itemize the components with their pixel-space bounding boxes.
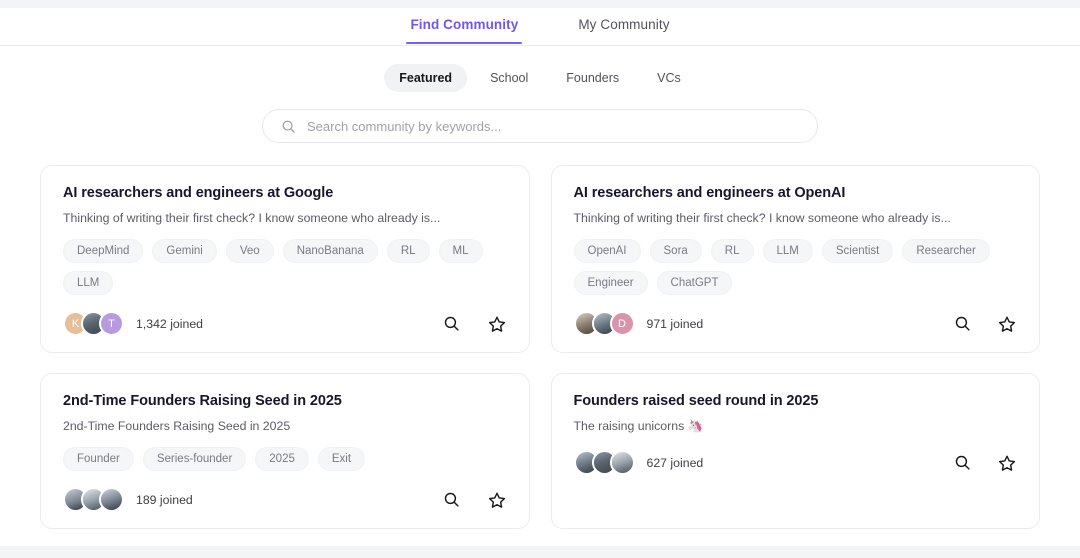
card-footer: 627 joined: [573, 450, 1018, 475]
community-card[interactable]: AI researchers and engineers at Google Th…: [40, 165, 530, 353]
card-footer: 189 joined: [63, 487, 507, 512]
avatar-photo: [593, 452, 615, 473]
card-tag[interactable]: RL: [710, 239, 754, 263]
card-tag[interactable]: Gemini: [152, 239, 217, 263]
card-tag[interactable]: ChatGPT: [656, 271, 733, 295]
card-tag[interactable]: Sora: [649, 239, 702, 263]
nav-tab-find-community[interactable]: Find Community: [406, 8, 523, 44]
avatar: D: [609, 311, 635, 336]
search-icon[interactable]: [952, 314, 972, 334]
card-tag[interactable]: Exit: [317, 447, 366, 471]
avatar-group: [63, 487, 124, 512]
card-footer: D 971 joined: [573, 311, 1018, 336]
avatar-photo: [575, 452, 597, 473]
avatar: [609, 450, 635, 475]
card-title: AI researchers and engineers at Google: [63, 185, 334, 201]
card-title: Founders raised seed round in 2025: [573, 393, 819, 409]
joined-count: 1,342 joined: [136, 316, 204, 331]
card-tag-list: OpenAI Sora RL LLM Scientist Researcher Engine…: [573, 239, 1018, 295]
community-page: Find Community My Community Featured Schoo…: [0, 8, 1080, 546]
card-tag[interactable]: Researcher: [902, 239, 990, 263]
card-tag-list: Founder Series-founder 2025 Exit: [63, 447, 507, 471]
card-tag[interactable]: LLM: [762, 239, 813, 263]
card-subtitle: 2nd-Time Founders Raising Seed in 2025: [63, 419, 291, 433]
community-card[interactable]: 2nd-Time Founders Raising Seed in 2025 2n…: [40, 373, 530, 529]
filter-pill-row: Featured School Founders VCs: [0, 64, 1080, 92]
card-tag[interactable]: DeepMind: [63, 239, 144, 263]
filter-pill-vcs[interactable]: VCs: [657, 71, 681, 85]
card-actions: [442, 314, 507, 334]
avatar-photo: [575, 313, 597, 334]
card-actions: [952, 453, 1017, 473]
card-tag-list: DeepMind Gemini Veo NanoBanana RL ML LLM: [63, 239, 507, 295]
avatar-photo: [593, 313, 615, 334]
star-icon[interactable]: [487, 314, 507, 334]
search-icon[interactable]: [442, 490, 462, 510]
avatar-photo: [611, 452, 633, 473]
search-icon[interactable]: [952, 453, 972, 473]
card-actions: [442, 490, 507, 510]
community-card[interactable]: Founders raised seed round in 2025 The ra…: [550, 373, 1040, 529]
card-title: 2nd-Time Founders Raising Seed in 2025: [63, 393, 342, 409]
filter-pill-school[interactable]: School: [490, 71, 529, 85]
community-card[interactable]: AI researchers and engineers at OpenAI Th…: [550, 165, 1040, 353]
community-card-grid: AI researchers and engineers at Google Th…: [40, 165, 1040, 529]
avatar: T: [99, 311, 124, 336]
filter-pill-featured[interactable]: Featured: [384, 64, 468, 92]
card-tag[interactable]: 2025: [255, 447, 309, 471]
main-nav: Find Community My Community: [0, 8, 1080, 46]
avatar-photo: [83, 313, 104, 334]
card-tag[interactable]: ML: [438, 239, 483, 263]
search-icon[interactable]: [442, 314, 462, 334]
joined-count: 189 joined: [136, 492, 193, 507]
avatar-photo: [65, 489, 86, 510]
star-icon[interactable]: [997, 453, 1017, 473]
card-tag[interactable]: Engineer: [573, 271, 648, 295]
search-icon: [281, 119, 296, 134]
card-tag[interactable]: Founder: [63, 447, 134, 471]
nav-tab-my-community[interactable]: My Community: [578, 17, 670, 32]
card-tag[interactable]: LLM: [63, 271, 114, 295]
card-tag[interactable]: Scientist: [821, 239, 894, 263]
star-icon[interactable]: [487, 490, 507, 510]
filter-pill-founders[interactable]: Founders: [566, 71, 620, 85]
card-title: AI researchers and engineers at OpenAI: [573, 185, 846, 201]
avatar-group: [573, 450, 635, 475]
joined-count: 971 joined: [646, 316, 704, 331]
search-row: [0, 109, 1080, 143]
card-subtitle: The raising unicorns 🦄: [573, 419, 703, 433]
search-box[interactable]: [262, 109, 818, 143]
avatar-photo: [83, 489, 104, 510]
card-tag[interactable]: Veo: [225, 239, 274, 263]
card-subtitle: Thinking of writing their first check? I…: [573, 211, 951, 225]
star-icon[interactable]: [997, 314, 1017, 334]
card-tag[interactable]: OpenAI: [573, 239, 641, 263]
avatar-photo: [101, 489, 122, 510]
search-input[interactable]: [307, 118, 799, 134]
card-tag[interactable]: Series-founder: [142, 447, 247, 471]
avatar: [99, 487, 124, 512]
card-footer: K T 1,342 joined: [63, 311, 507, 336]
joined-count: 627 joined: [646, 455, 704, 470]
card-subtitle: Thinking of writing their first check? I…: [63, 211, 441, 225]
card-tag[interactable]: RL: [386, 239, 430, 263]
avatar-group: D: [573, 311, 635, 336]
card-actions: [952, 314, 1017, 334]
card-tag[interactable]: NanoBanana: [282, 239, 378, 263]
